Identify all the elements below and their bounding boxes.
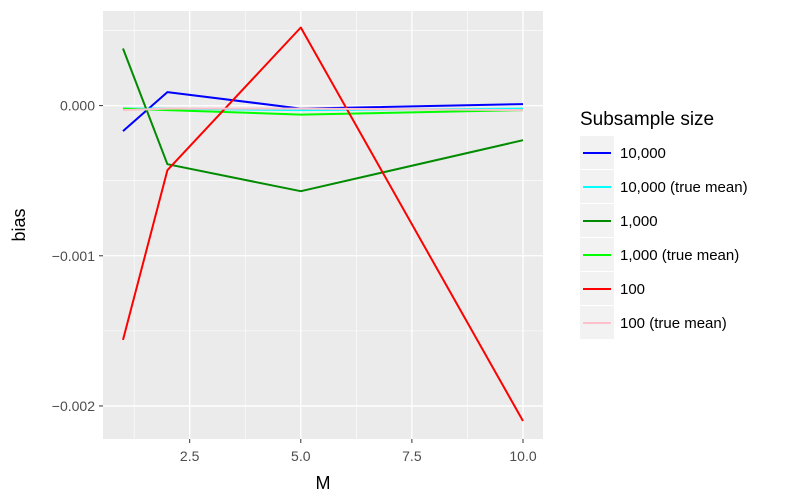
legend-label: 100 <box>620 281 645 298</box>
legend-label: 100 (true mean) <box>620 315 727 332</box>
x-axis-title: M <box>316 473 331 493</box>
legend-title: Subsample size <box>580 109 714 130</box>
legend-label: 1,000 <box>620 213 658 230</box>
grid-minor <box>103 11 543 439</box>
legend-label: 1,000 (true mean) <box>620 247 739 264</box>
y-tick-label: 0.000 <box>60 98 95 114</box>
x-tick-label: 7.5 <box>402 448 422 464</box>
series-layer <box>122 26 524 422</box>
y-axis-title: bias <box>9 208 29 241</box>
legend-label: 10,000 (true mean) <box>620 179 748 196</box>
grid-major <box>103 11 543 439</box>
series-line-5 <box>122 26 524 422</box>
plot-panel <box>103 11 543 439</box>
x-tick-label: 10.0 <box>509 448 536 464</box>
x-tick-label: 2.5 <box>180 448 200 464</box>
series-line-3 <box>122 48 524 193</box>
axis-ticks <box>99 105 524 443</box>
y-tick-label: −0.001 <box>52 248 95 264</box>
series-line-6 <box>122 107 524 112</box>
y-tick-label: −0.002 <box>52 398 95 414</box>
legend-label: 10,000 <box>620 145 666 162</box>
series-line-1 <box>122 91 524 132</box>
x-tick-label: 5.0 <box>291 448 311 464</box>
legend: Subsample size 10,000 10,000 (true mean) 1… <box>580 109 748 339</box>
tick-labels: 2.5 5.0 7.5 10.0 0.000 −0.001 −0.002 <box>52 98 537 464</box>
